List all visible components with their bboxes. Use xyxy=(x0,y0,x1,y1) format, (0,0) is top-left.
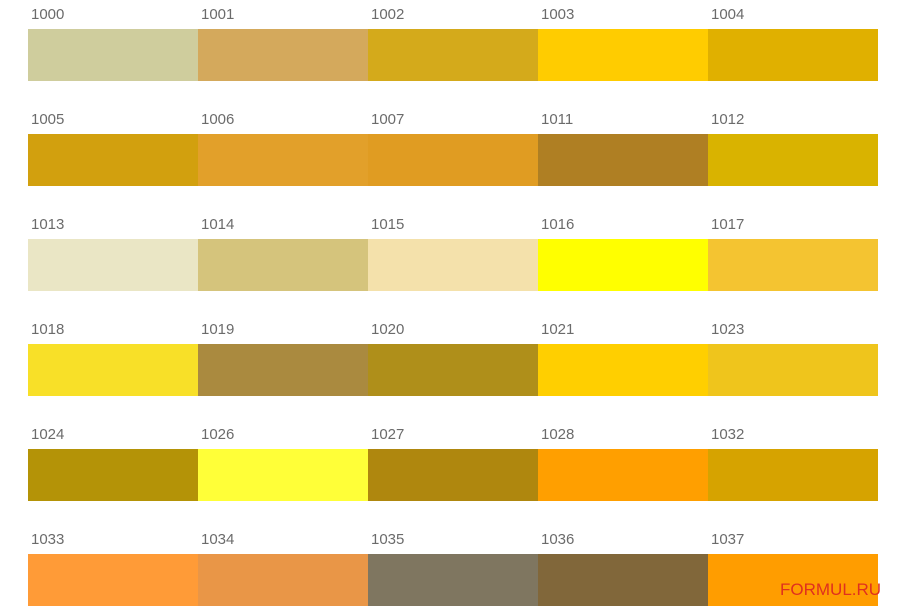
color-code: 1018 xyxy=(31,321,65,338)
color-code: 1015 xyxy=(371,216,405,233)
color-swatch xyxy=(28,134,198,186)
color-code: 1003 xyxy=(541,6,575,23)
color-swatch xyxy=(368,344,538,396)
color-swatch xyxy=(198,449,368,501)
color-swatch xyxy=(708,449,878,501)
color-code: 1002 xyxy=(371,6,405,23)
color-code: 1020 xyxy=(371,321,405,338)
color-code: 1019 xyxy=(201,321,235,338)
color-swatch xyxy=(538,29,708,81)
color-code: 1000 xyxy=(31,6,65,23)
color-code: 1001 xyxy=(201,6,235,23)
color-code: 1028 xyxy=(541,426,575,443)
color-code: 1036 xyxy=(541,531,575,548)
color-swatch xyxy=(708,134,878,186)
color-swatch xyxy=(28,344,198,396)
color-swatch xyxy=(198,239,368,291)
color-code: 1026 xyxy=(201,426,235,443)
color-code: 1017 xyxy=(711,216,745,233)
color-swatch xyxy=(708,29,878,81)
color-code: 1011 xyxy=(541,111,574,128)
color-swatch xyxy=(198,554,368,606)
color-code: 1032 xyxy=(711,426,745,443)
color-swatch xyxy=(368,554,538,606)
color-swatch xyxy=(28,239,198,291)
color-code: 1014 xyxy=(201,216,235,233)
color-code: 1033 xyxy=(31,531,65,548)
color-code: 1034 xyxy=(201,531,235,548)
color-code: 1016 xyxy=(541,216,575,233)
color-swatch xyxy=(538,134,708,186)
color-code: 1023 xyxy=(711,321,745,338)
color-code: 1013 xyxy=(31,216,65,233)
color-code: 1035 xyxy=(371,531,405,548)
color-code: 1012 xyxy=(711,111,745,128)
color-swatch xyxy=(198,344,368,396)
color-swatch xyxy=(538,239,708,291)
watermark: FORMUL.RU xyxy=(780,580,882,599)
color-swatch xyxy=(708,239,878,291)
color-swatch xyxy=(368,29,538,81)
color-swatch xyxy=(28,554,198,606)
color-swatch xyxy=(538,344,708,396)
color-code: 1005 xyxy=(31,111,65,128)
color-code: 1006 xyxy=(201,111,235,128)
color-code: 1037 xyxy=(711,531,745,548)
color-swatch xyxy=(538,449,708,501)
color-swatch xyxy=(368,449,538,501)
color-swatch xyxy=(28,29,198,81)
color-swatch xyxy=(198,134,368,186)
color-code: 1024 xyxy=(31,426,65,443)
color-code: 1007 xyxy=(371,111,405,128)
color-swatch xyxy=(198,29,368,81)
color-swatch xyxy=(708,554,878,606)
color-code: 1021 xyxy=(541,321,575,338)
color-swatch xyxy=(538,554,708,606)
color-swatch xyxy=(368,134,538,186)
color-swatch xyxy=(368,239,538,291)
color-swatch xyxy=(708,344,878,396)
color-code: 1027 xyxy=(371,426,405,443)
color-swatch xyxy=(28,449,198,501)
color-code: 1004 xyxy=(711,6,745,23)
